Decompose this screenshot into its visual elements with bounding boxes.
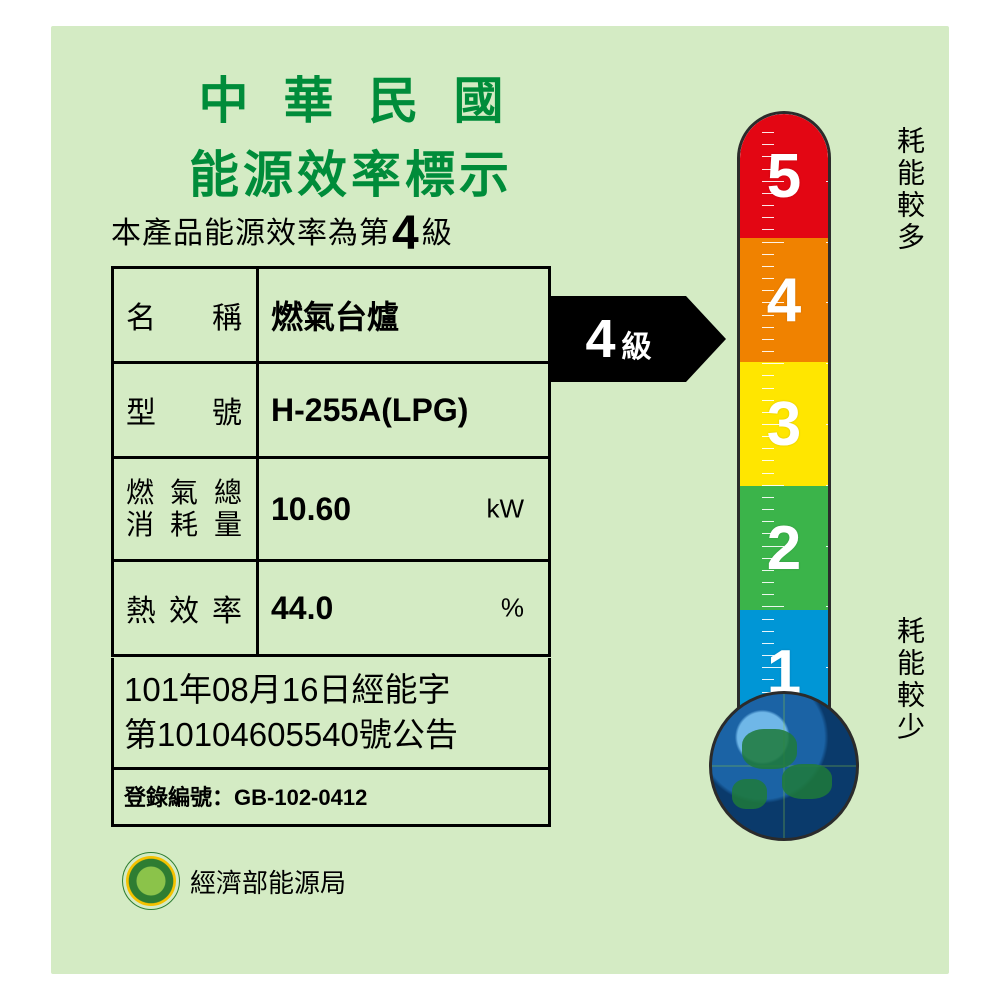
row-value-model: H-255A(LPG) xyxy=(258,363,550,458)
row-label-model: 型 號 xyxy=(113,363,258,458)
table-row: 熱效率 44.0 % xyxy=(113,561,550,656)
row-value-consumption: 10.60 kW xyxy=(258,458,550,561)
notice-line-1: 101年08月16日經能字 xyxy=(124,668,538,713)
notice-line-2: 第10104605540號公告 xyxy=(124,713,538,758)
subhead-grade: 4 xyxy=(392,207,420,260)
table-row: 型 號 H-255A(LPG) xyxy=(113,363,550,458)
label-high-consumption: 耗能較多 xyxy=(889,126,929,254)
registration-label: 登錄編號： xyxy=(124,785,234,810)
row-value-thermal: 44.0 % xyxy=(258,561,550,656)
bureau-logo-icon xyxy=(126,856,176,906)
unit-percent: % xyxy=(501,593,524,624)
spec-table: 名 稱 燃氣台爐 型 號 H-255A(LPG) 燃氣總 消耗量 10.60 k… xyxy=(111,266,551,657)
announcement-box: 101年08月16日經能字 第10104605540號公告 xyxy=(111,658,551,770)
energy-label-card: 中華民國 能源效率標示 本產品能源效率為第4級 名 稱 燃氣台爐 型 號 H-2… xyxy=(51,26,949,974)
registration-value: GB-102-0412 xyxy=(234,785,367,810)
title-line-2: 能源效率標示 xyxy=(111,135,591,207)
agency-row: 經濟部能源局 xyxy=(126,856,346,906)
level-2: 2 xyxy=(740,486,828,610)
row-label-consumption: 燃氣總 消耗量 xyxy=(113,458,258,561)
registration-box: 登錄編號：GB-102-0412 xyxy=(111,768,551,827)
thermometer-tube: 5 4 3 2 1 xyxy=(737,111,831,731)
thermometer: 5 4 3 2 1 xyxy=(719,111,849,851)
title-block: 中華民國 能源效率標示 xyxy=(111,61,591,207)
level-5: 5 xyxy=(740,114,828,238)
row-label-thermal: 熱效率 xyxy=(113,561,258,656)
row-value-name: 燃氣台爐 xyxy=(258,268,550,363)
row-label-name: 名 稱 xyxy=(113,268,258,363)
subhead-suffix: 級 xyxy=(422,217,453,250)
efficiency-subheading: 本產品能源效率為第4級 xyxy=(111,206,453,261)
arrow-unit: 級 xyxy=(622,322,652,366)
label-low-consumption: 耗能較少 xyxy=(889,616,929,744)
agency-name: 經濟部能源局 xyxy=(190,863,346,900)
thermometer-bulb-globe-icon xyxy=(709,691,859,841)
grade-arrow-badge: 4 級 xyxy=(551,296,686,382)
table-row: 燃氣總 消耗量 10.60 kW xyxy=(113,458,550,561)
table-row: 名 稱 燃氣台爐 xyxy=(113,268,550,363)
level-3: 3 xyxy=(740,362,828,486)
arrow-grade: 4 xyxy=(585,308,615,370)
level-4: 4 xyxy=(740,238,828,362)
unit-kw: kW xyxy=(486,494,524,525)
subhead-prefix: 本產品能源效率為第 xyxy=(111,217,390,250)
title-line-1: 中華民國 xyxy=(111,61,591,133)
